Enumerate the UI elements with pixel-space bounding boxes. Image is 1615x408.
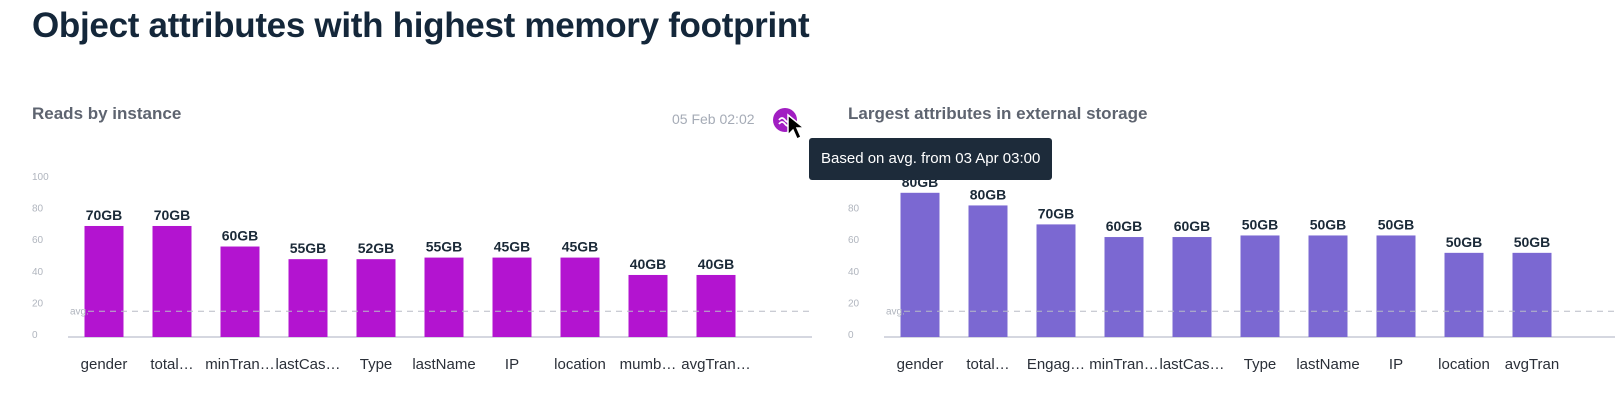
bar (288, 259, 328, 337)
data-label: 50GB (1310, 216, 1347, 232)
bar (1104, 237, 1144, 337)
data-label: 50GB (1446, 234, 1483, 250)
bar (968, 205, 1008, 337)
x-tick-label: IP (505, 356, 519, 373)
data-label: 40GB (698, 256, 735, 272)
y-tick-label: 60 (32, 235, 44, 246)
bar (1240, 235, 1280, 337)
y-tick-label: 20 (32, 298, 44, 309)
bar (1444, 252, 1484, 337)
data-label: 50GB (1378, 216, 1415, 232)
data-label: 80GB (970, 186, 1007, 202)
x-tick-label: location (1438, 356, 1490, 373)
x-tick-label: location (554, 356, 606, 373)
data-label: 45GB (494, 239, 531, 255)
x-tick-label: lastName (1296, 356, 1359, 373)
avg-label: avg. (70, 306, 89, 317)
data-label: 45GB (562, 239, 599, 255)
bar (560, 257, 600, 337)
cursor-icon (787, 113, 807, 141)
y-tick-label: 60 (848, 235, 860, 246)
bar (1376, 235, 1416, 337)
x-tick-label: lastName (412, 356, 475, 373)
x-tick-label: gender (81, 356, 128, 373)
bar (1308, 235, 1348, 337)
bar (220, 246, 260, 337)
y-tick-label: 100 (32, 172, 49, 183)
data-label: 50GB (1242, 216, 1279, 232)
y-tick-label: 40 (848, 267, 860, 278)
x-tick-label: mumb… (620, 356, 677, 373)
x-tick-label: minTran… (1089, 356, 1158, 373)
y-tick-label: 20 (848, 298, 860, 309)
data-label: 60GB (222, 228, 259, 244)
data-label: 60GB (1174, 218, 1211, 234)
data-label: 40GB (630, 256, 667, 272)
bar (424, 257, 464, 337)
x-tick-label: Type (1244, 356, 1277, 373)
bar (1172, 237, 1212, 337)
x-tick-label: gender (897, 356, 944, 373)
data-label: 70GB (154, 207, 191, 223)
data-label: 50GB (1514, 234, 1551, 250)
timestamp: 05 Feb 02:02 (672, 111, 755, 127)
bar (628, 274, 668, 337)
x-tick-label: Type (360, 356, 393, 373)
bar (1036, 224, 1076, 337)
bar (696, 274, 736, 337)
bar (356, 259, 396, 337)
x-tick-label: avgTran… (681, 356, 750, 373)
bar (492, 257, 532, 337)
x-tick-label: lastCas… (275, 356, 340, 373)
x-tick-label: Engag… (1027, 356, 1085, 373)
bar (900, 192, 940, 337)
y-tick-label: 0 (848, 330, 854, 341)
x-tick-label: IP (1389, 356, 1403, 373)
y-tick-label: 0 (32, 330, 38, 341)
data-label: 55GB (290, 240, 327, 256)
y-tick-label: 80 (32, 204, 44, 215)
x-tick-label: total… (150, 356, 193, 373)
panel-title-external-storage: Largest attributes in external storage (848, 104, 1148, 123)
x-tick-label: minTran… (205, 356, 274, 373)
bar (84, 225, 124, 337)
x-tick-label: avgTran (1505, 356, 1559, 373)
avg-label: avg. (886, 306, 905, 317)
external-storage-bar-chart: 02040608010080GBgender80GBtotal…70GBEnga… (848, 172, 1615, 373)
data-label: 70GB (86, 207, 123, 223)
page-title: Object attributes with highest memory fo… (32, 6, 810, 45)
y-tick-label: 80 (848, 204, 860, 215)
y-tick-label: 40 (32, 267, 44, 278)
data-label: 55GB (426, 239, 463, 255)
tooltip: Based on avg. from 03 Apr 03:00 (809, 138, 1053, 180)
bar (152, 225, 192, 337)
data-label: 60GB (1106, 218, 1143, 234)
data-label: 70GB (1038, 205, 1075, 221)
data-label: 52GB (358, 240, 395, 256)
bar (1512, 252, 1552, 337)
reads-bar-chart: 0 20 40 60 80 100 70GB gender 70GB total… 60GB minT… (32, 172, 812, 373)
x-tick-label: total… (966, 356, 1009, 373)
x-tick-label: lastCas… (1159, 356, 1224, 373)
panel-title-reads: Reads by instance (32, 104, 182, 123)
